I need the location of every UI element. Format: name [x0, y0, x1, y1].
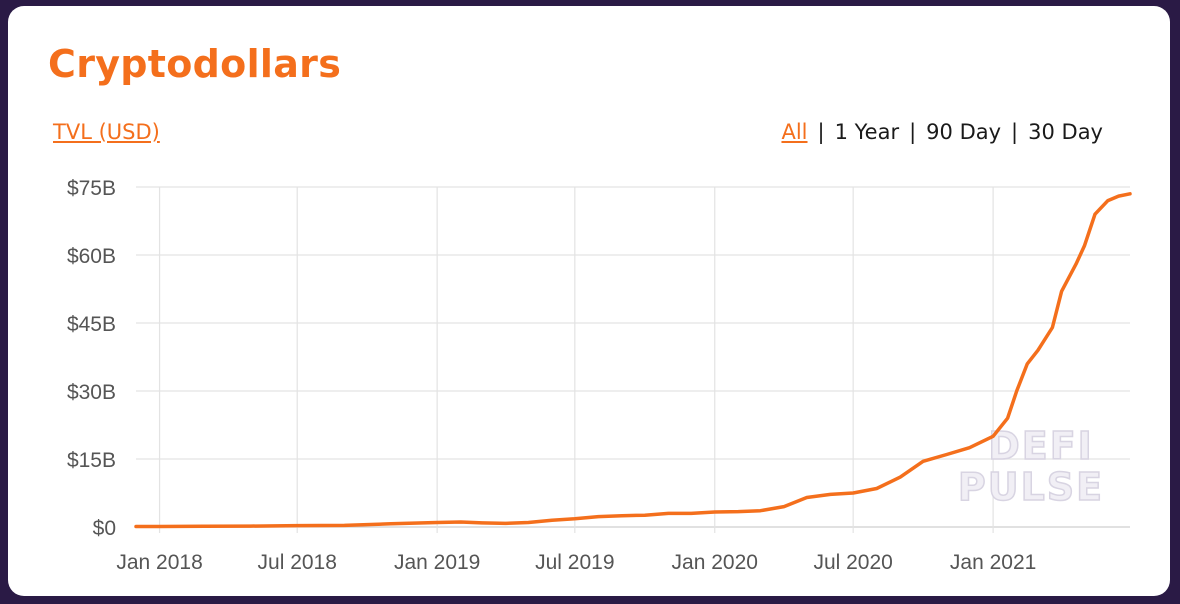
x-tick-label: Jan 2021: [950, 551, 1036, 574]
x-tick-label: Jul 2018: [258, 551, 337, 574]
x-tick-label: Jan 2020: [672, 551, 758, 574]
range-30-day-button[interactable]: 30 Day: [1028, 120, 1103, 144]
metric-selector-link[interactable]: TVL (USD): [53, 120, 160, 144]
tvl-series-line: [134, 192, 1132, 529]
y-tick-label: $60B: [67, 245, 116, 268]
y-tick-label: $75B: [67, 177, 116, 200]
range-1-year-button[interactable]: 1 Year: [834, 120, 900, 144]
y-axis-ticks: $0 $15B $30B $45B $60B $75B: [67, 177, 116, 540]
defi-pulse-watermark: DEFI PULSE: [957, 423, 1104, 510]
grid: [136, 186, 1130, 533]
x-tick-label: Jul 2019: [535, 551, 614, 574]
watermark-line-2: PULSE: [958, 465, 1104, 509]
series-layer: [134, 192, 1132, 529]
y-tick-label: $15B: [67, 449, 116, 472]
chart-card: Cryptodollars TVL (USD) All | 1 Year | 9…: [8, 6, 1170, 596]
x-axis-ticks: Jan 2018 Jul 2018 Jan 2019 Jul 2019 Jan 2020…: [116, 551, 1036, 574]
x-tick-label: Jan 2019: [394, 551, 480, 574]
range-separator: |: [909, 120, 917, 144]
page-title: Cryptodollars: [48, 42, 342, 86]
x-tick-label: Jan 2018: [116, 551, 202, 574]
range-90-day-button[interactable]: 90 Day: [926, 120, 1002, 144]
y-tick-label: $30B: [67, 381, 116, 404]
watermark-line-1: DEFI: [988, 424, 1094, 468]
range-separator: |: [817, 120, 825, 144]
x-tick-label: Jul 2020: [813, 551, 892, 574]
range-separator: |: [1011, 120, 1019, 144]
range-all-button[interactable]: All: [781, 120, 808, 144]
y-tick-label: $0: [93, 517, 116, 540]
range-selector: All | 1 Year | 90 Day | 30 Day: [781, 120, 1103, 144]
y-tick-label: $45B: [67, 313, 116, 336]
tvl-line-chart[interactable]: DEFI PULSE $0 $15B $30B $45B $60B $75B Jan 20…: [8, 6, 1170, 596]
